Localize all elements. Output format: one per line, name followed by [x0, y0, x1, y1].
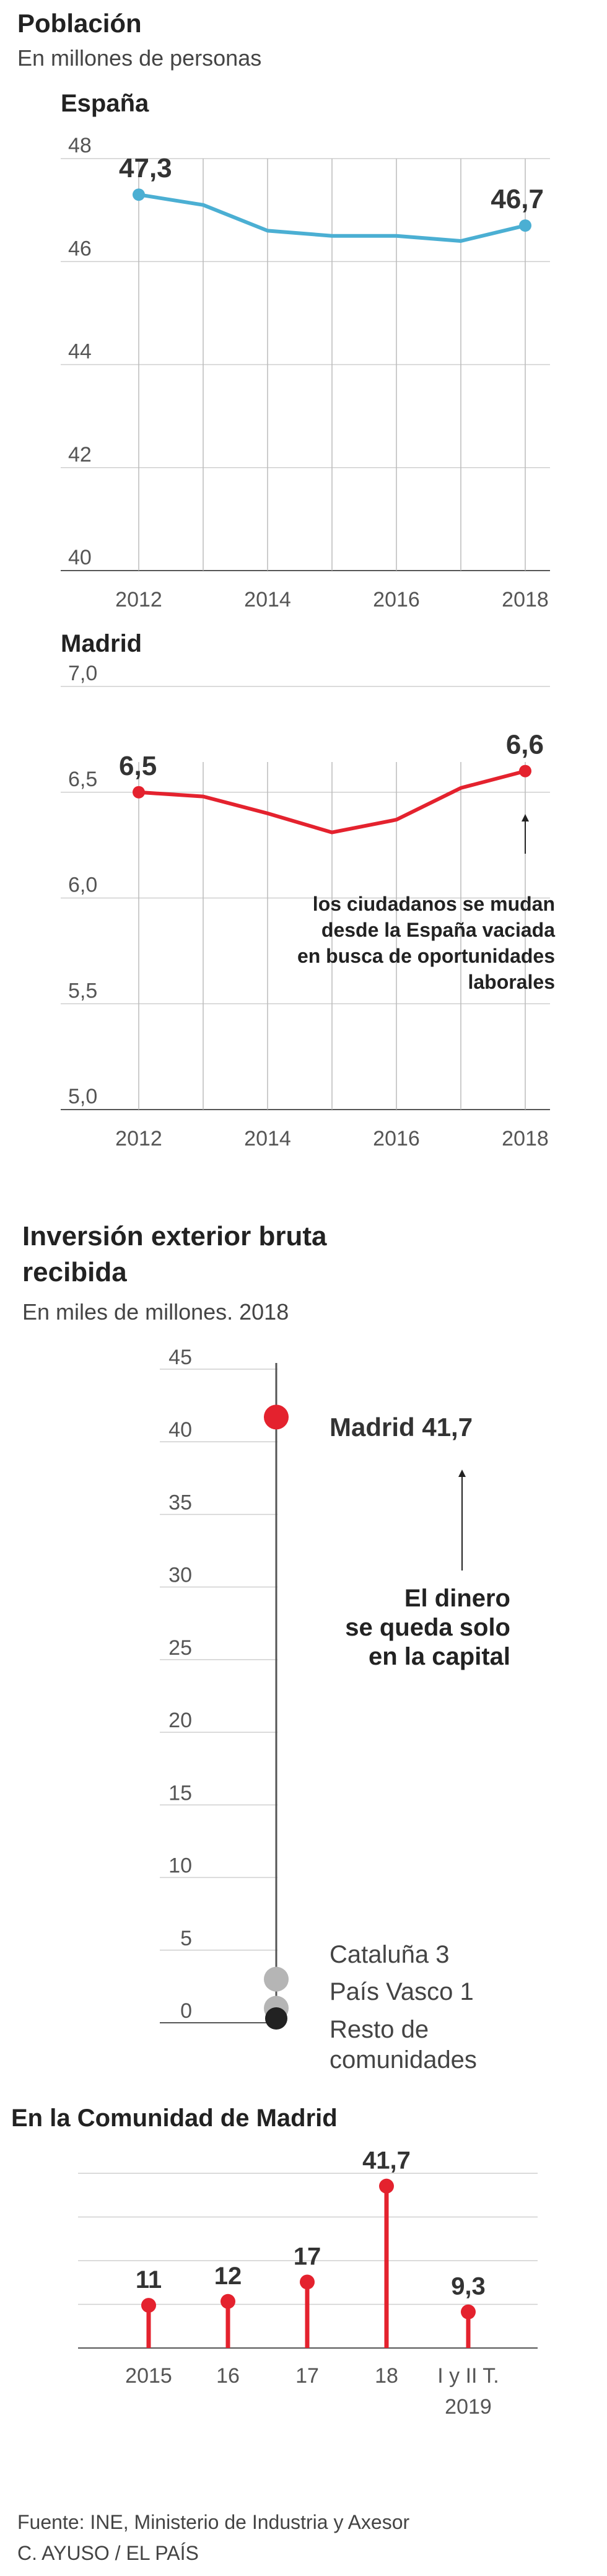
- comunidad-bar-dot: [379, 2178, 394, 2194]
- comunidad-value-label: 17: [294, 2243, 321, 2270]
- spain-chart-title: España: [61, 90, 149, 117]
- investment-title-line1: Inversión exterior bruta: [22, 1221, 327, 1251]
- comunidad-value-label: 41,7: [362, 2147, 411, 2175]
- population-subtitle: En millones de personas: [17, 45, 261, 71]
- investment-y-tick-label: 0: [180, 1999, 192, 2023]
- madrid-x-tick-label: 2018: [502, 1127, 549, 1150]
- comunidad-category-sublabel: 2019: [445, 2395, 492, 2419]
- investment-y-tick-label: 5: [180, 1927, 192, 1950]
- investment-subtitle: En miles de millones. 2018: [22, 1299, 289, 1325]
- investment-label-resto-2: comunidades: [330, 2046, 477, 2074]
- comunidad-bar-dot: [461, 2304, 476, 2320]
- spain-x-tick-label: 2016: [373, 588, 420, 611]
- comunidad-value-label: 11: [136, 2266, 162, 2293]
- investment-title-line2: recibida: [22, 1257, 127, 1287]
- madrid-last-value-label: 6,6: [506, 730, 544, 760]
- madrid-investment-title: En la Comunidad de Madrid: [11, 2105, 338, 2132]
- comunidad-bar-dot: [300, 2274, 315, 2290]
- spain-y-tick-label: 48: [68, 134, 92, 157]
- investment-annotation-line1: El dinero: [404, 1585, 510, 1612]
- investment-y-tick-label: 25: [168, 1636, 192, 1660]
- investment-annotation-line3: en la capital: [369, 1643, 510, 1670]
- madrid-population-chart: Madrid 5,0 5,5 6,0 6,5 7,0 2012 2014 2016 2018 6,…: [61, 630, 555, 1150]
- investment-annotation-line2: se queda solo: [345, 1614, 510, 1641]
- spain-last-point: [519, 219, 531, 232]
- madrid-y-tick-label: 5,0: [68, 1085, 97, 1108]
- spain-last-value-label: 46,7: [491, 184, 544, 214]
- investment-label-cataluna: Cataluña 3: [330, 1941, 449, 1968]
- investment-dot: [265, 2007, 287, 2030]
- madrid-annotation-line: laborales: [468, 971, 555, 993]
- comunidad-category-label: I y II T.: [437, 2364, 499, 2388]
- investment-y-tick-label: 20: [168, 1709, 192, 1732]
- spain-first-point: [133, 188, 145, 201]
- madrid-y-tick-label: 5,5: [68, 979, 97, 1002]
- spain-first-value-label: 47,3: [119, 153, 172, 183]
- investment-y-tick-label: 35: [168, 1491, 192, 1514]
- comunidad-category-label: 2015: [125, 2364, 172, 2388]
- spain-y-tick-label: 40: [68, 546, 92, 569]
- spain-x-tick-label: 2012: [115, 588, 162, 611]
- spain-y-tick-label: 46: [68, 237, 92, 260]
- comunidad-bar-dot: [221, 2293, 235, 2309]
- investment-y-tick-label: 40: [168, 1418, 192, 1442]
- spain-x-tick-label: 2018: [502, 588, 549, 611]
- investment-dot: [264, 1404, 289, 1430]
- madrid-annotation-line: los ciudadanos se mudan: [313, 893, 555, 915]
- comunidad-bar-dot: [141, 2298, 156, 2313]
- investment-label-pais-vasco: País Vasco 1: [330, 1978, 474, 2005]
- credit-note: C. AYUSO / EL PAÍS: [17, 2542, 199, 2564]
- madrid-x-tick-label: 2014: [244, 1127, 291, 1150]
- madrid-first-point: [133, 786, 145, 799]
- spain-y-tick-label: 44: [68, 340, 92, 364]
- source-note: Fuente: INE, Ministerio de Industria y A…: [17, 2511, 410, 2533]
- madrid-chart-title: Madrid: [61, 630, 142, 657]
- madrid-last-point: [519, 764, 531, 778]
- investment-y-tick-label: 10: [168, 1854, 192, 1878]
- madrid-x-tick-label: 2016: [373, 1127, 420, 1150]
- madrid-x-tick-label: 2012: [115, 1127, 162, 1150]
- investment-annotation-arrowhead: [458, 1470, 466, 1477]
- comunidad-value-label: 9,3: [451, 2273, 486, 2300]
- population-title: Población: [17, 9, 142, 38]
- comunidad-value-label: 12: [214, 2263, 242, 2290]
- madrid-first-value-label: 6,5: [119, 751, 157, 781]
- comunidad-category-label: 17: [295, 2364, 319, 2388]
- spain-population-chart: España 40 42 44 46 48 2012 2014 2016 2018 47,3 46,…: [61, 90, 550, 611]
- madrid-annotation-line: en busca de oportunidades: [297, 945, 555, 967]
- spain-y-tick-label: 42: [68, 443, 92, 467]
- investment-y-tick-label: 30: [168, 1564, 192, 1587]
- madrid-y-tick-label: 7,0: [68, 662, 97, 685]
- madrid-series-line: [138, 769, 526, 835]
- comunidad-category-label: 18: [375, 2364, 398, 2388]
- investment-y-tick-label: 45: [168, 1346, 192, 1369]
- madrid-y-tick-label: 6,0: [68, 874, 97, 897]
- madrid-annotation-arrowhead: [522, 814, 529, 821]
- madrid-y-tick-label: 6,5: [68, 768, 97, 791]
- investment-dot-chart: El dinero se queda solo en la capital 0 5…: [160, 1346, 510, 2074]
- investment-dot: [264, 1966, 289, 1992]
- investment-label-resto-1: Resto de: [330, 2016, 429, 2043]
- madrid-investment-chart: En la Comunidad de Madrid 11 2015 12 16 17 17…: [11, 2105, 538, 2419]
- investment-y-tick-label: 15: [168, 1781, 192, 1805]
- spain-x-tick-label: 2014: [244, 588, 291, 611]
- investment-label-madrid: Madrid 41,7: [330, 1413, 473, 1442]
- comunidad-category-label: 16: [216, 2364, 240, 2388]
- spain-series-line: [138, 193, 526, 243]
- madrid-annotation-line: desde la España vaciada: [321, 919, 555, 941]
